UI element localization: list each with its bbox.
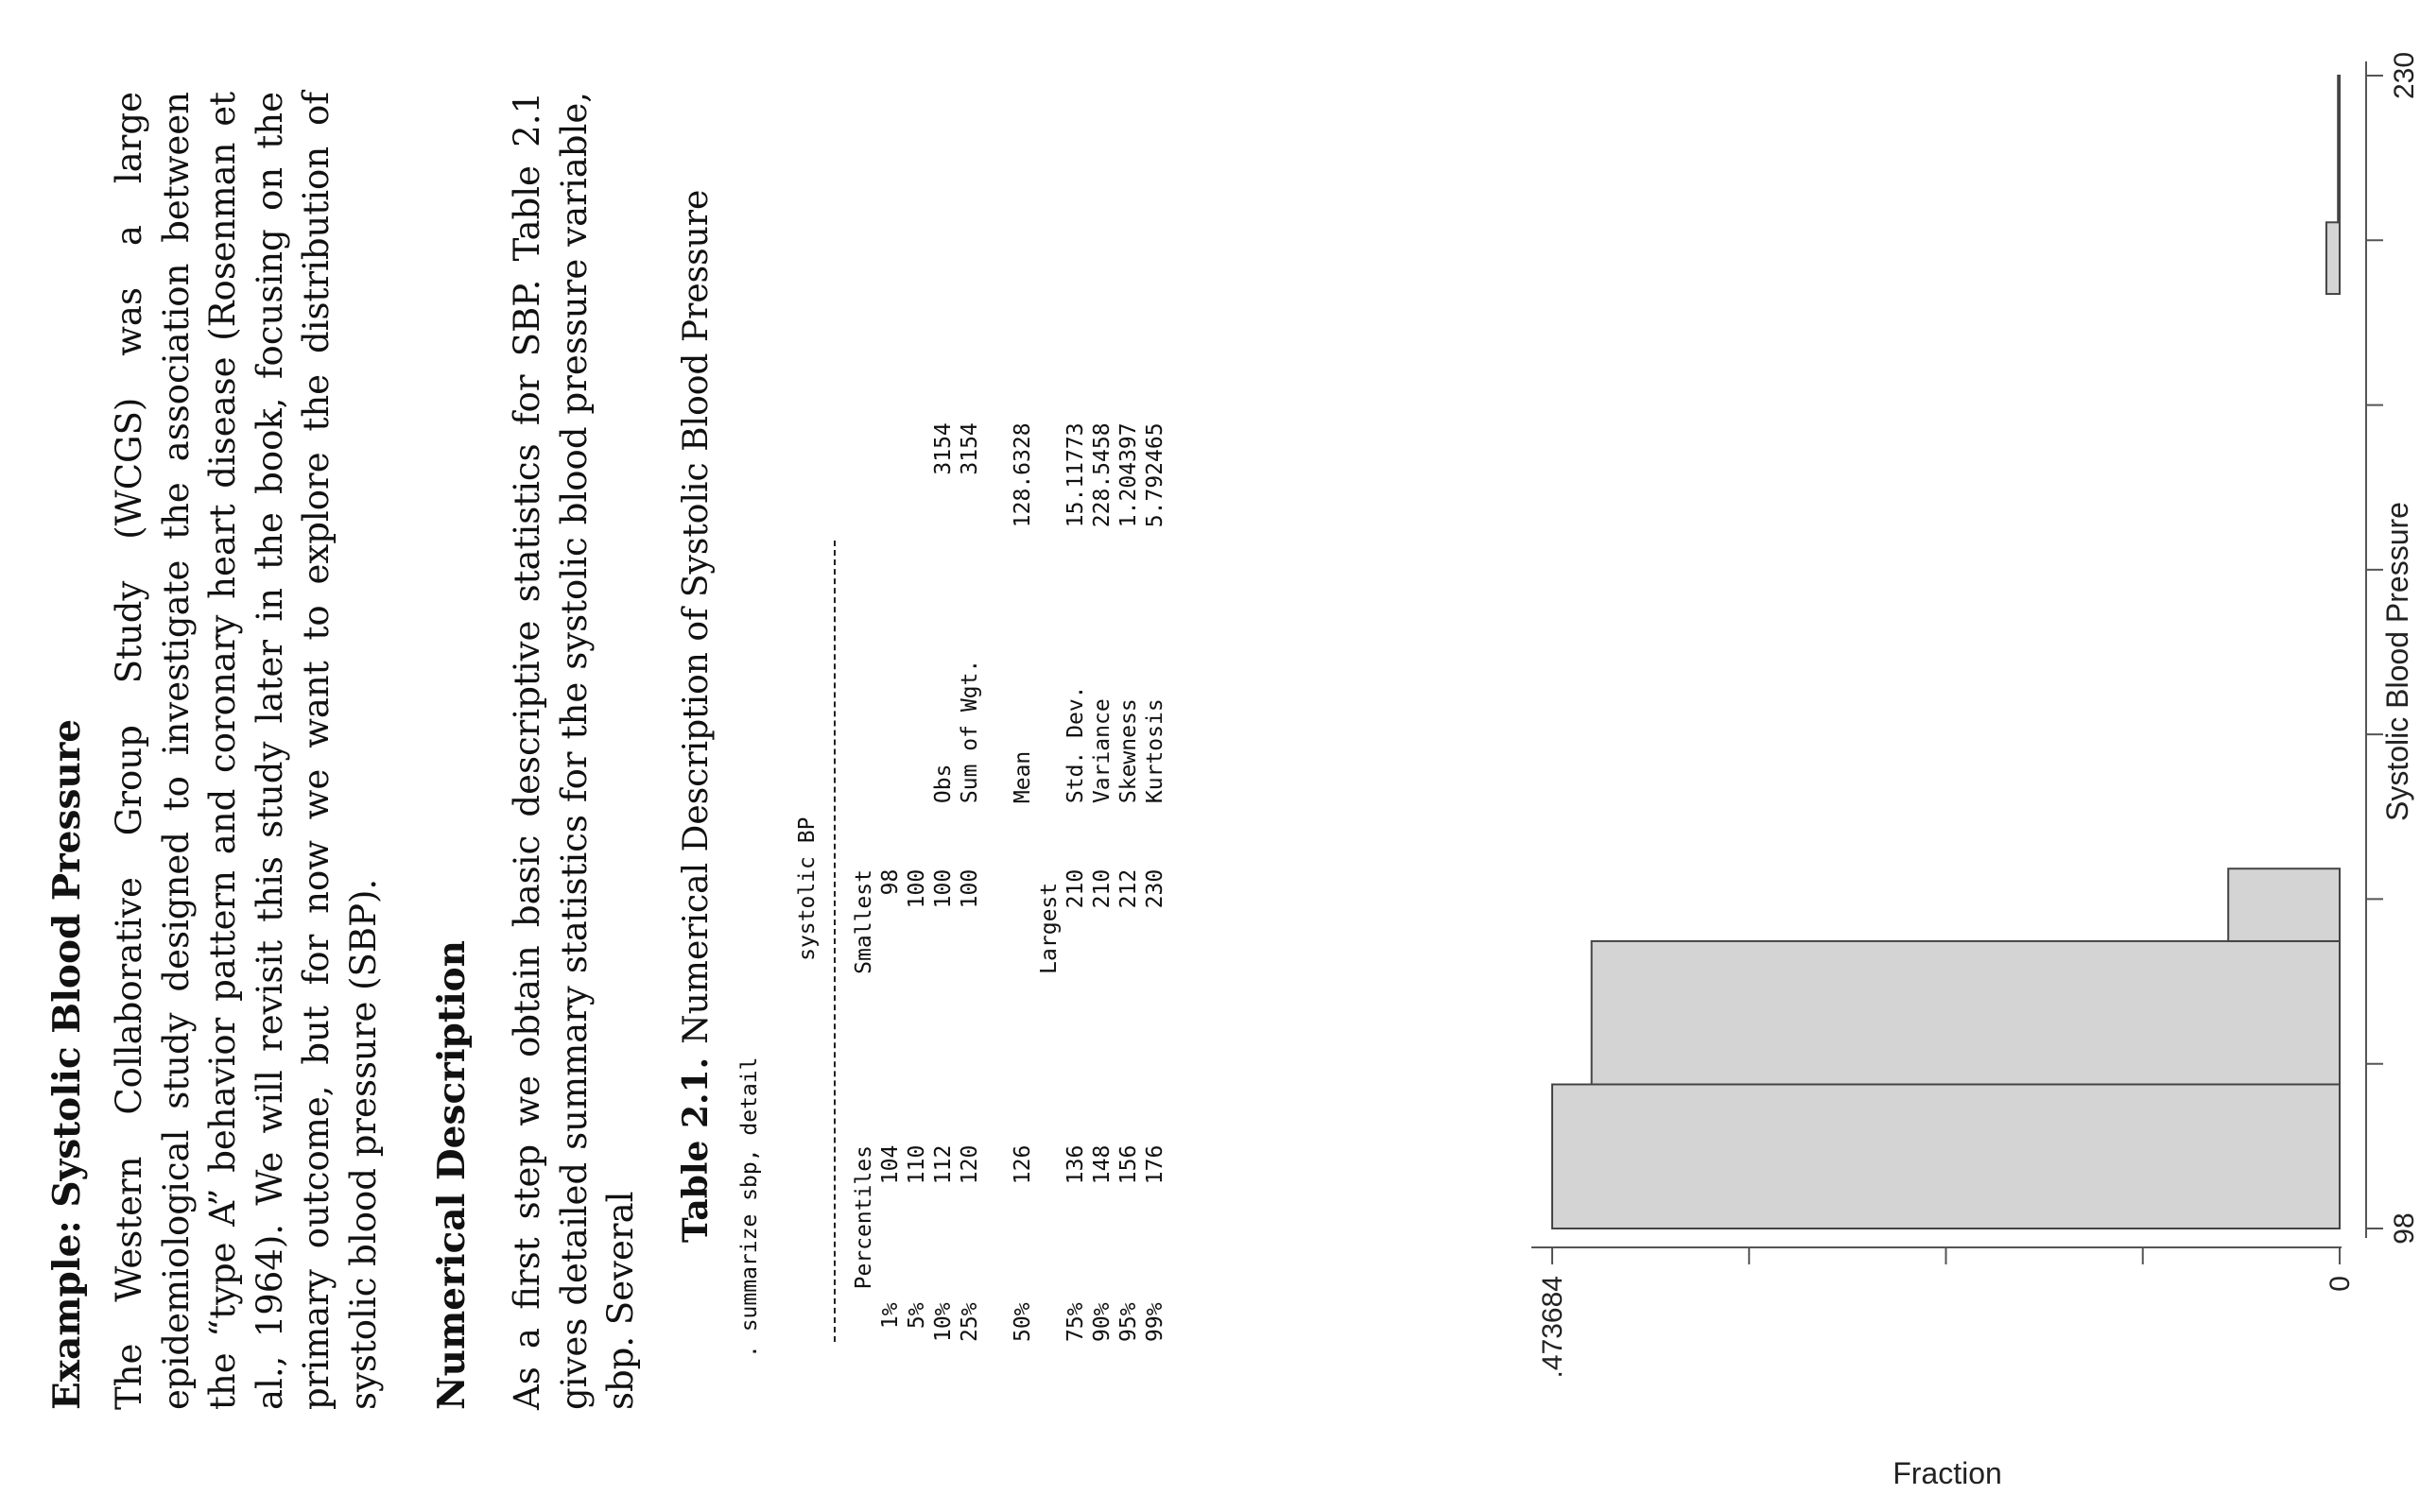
statistic-value: 128.6328: [1011, 422, 1035, 528]
histogram-bar: [2337, 74, 2342, 224]
percentile-value: 148: [1090, 1144, 1115, 1185]
extreme-value: 100: [958, 868, 982, 909]
y-tick-label: 0: [2325, 1276, 2356, 1292]
percentile-label: 90%: [1090, 1302, 1115, 1342]
histogram-bar: [1551, 1083, 2341, 1229]
stata-command: . summarize sbp, detail: [737, 1057, 762, 1359]
smallest-header: Smallest: [852, 869, 876, 974]
extreme-value: 210: [1090, 868, 1115, 909]
extreme-value: 100: [905, 868, 929, 909]
statistic-value: 15.11773: [1063, 422, 1088, 528]
x-axis-title: Systolic Blood Pressure: [2380, 502, 2414, 821]
largest-header: Largest: [1037, 882, 1062, 974]
percentile-value: 120: [958, 1144, 982, 1185]
extreme-value: 100: [931, 868, 956, 909]
statistic-value: 1.204397: [1116, 422, 1141, 528]
section-heading: Numerical Description: [430, 939, 474, 1410]
percentile-label: 50%: [1011, 1302, 1035, 1342]
percentile-label: 5%: [905, 1302, 929, 1330]
percentile-value: 104: [878, 1144, 903, 1185]
statistic-value: 3154: [931, 422, 956, 475]
percentile-label: 75%: [1063, 1302, 1088, 1342]
y-tick-label: .473684: [1537, 1276, 1568, 1378]
extreme-value: 98: [878, 868, 903, 896]
percentile-label: 25%: [958, 1302, 982, 1342]
table-caption: Table 2.1. Numerical Description of Systo…: [676, 190, 716, 1243]
percentile-value: 126: [1011, 1144, 1035, 1185]
statistic-label: Kurtosis: [1143, 698, 1167, 804]
percentiles-header: Percentiles: [852, 1145, 876, 1290]
x-tick-label: 98: [2389, 1212, 2420, 1244]
table-rule: [834, 541, 836, 1342]
histogram-bar: [1590, 939, 2341, 1086]
statistic-label: Obs: [931, 764, 956, 804]
x-tick-label: 230: [2389, 52, 2420, 99]
extreme-value: 230: [1143, 868, 1167, 909]
statistic-label: Std. Dev.: [1063, 685, 1088, 804]
extreme-value: 210: [1063, 868, 1088, 909]
percentile-label: 1%: [878, 1302, 903, 1330]
statistic-value: 3154: [958, 422, 982, 475]
description-paragraph: As a first step we obtain basic descript…: [507, 92, 641, 1410]
histogram-bar: [2227, 868, 2341, 942]
histogram-bar: [2325, 221, 2342, 296]
statistic-value: 228.5458: [1090, 422, 1115, 528]
percentile-value: 112: [931, 1144, 956, 1185]
page-title: Example: Systolic Blood Pressure: [45, 718, 89, 1410]
percentile-value: 176: [1143, 1144, 1167, 1185]
statistic-value: 5.792465: [1143, 422, 1167, 528]
statistic-label: Sum of Wgt.: [958, 659, 982, 804]
percentile-label: 99%: [1143, 1302, 1167, 1342]
percentile-value: 136: [1063, 1144, 1088, 1185]
percentile-label: 95%: [1116, 1302, 1141, 1342]
y-axis-title: Fraction: [1893, 1456, 2002, 1490]
percentile-label: 10%: [931, 1302, 956, 1342]
percentile-value: 110: [905, 1144, 929, 1185]
variable-label: systolic BP: [795, 816, 820, 961]
table-caption-label: Table 2.1.: [676, 1057, 716, 1243]
statistic-label: Variance: [1090, 698, 1115, 804]
statistic-label: Skewness: [1116, 698, 1141, 804]
histogram-chart: 98 230 0 .473684 Systolic Blood Pressure Frac…: [1531, 52, 2420, 1490]
statistic-label: Mean: [1011, 750, 1035, 804]
table-caption-text: Numerical Description of Systolic Blood …: [677, 189, 716, 1044]
extreme-value: 212: [1116, 868, 1141, 909]
intro-paragraph: The Western Collaborative Group Study (W…: [109, 92, 384, 1410]
percentile-value: 156: [1116, 1144, 1141, 1185]
